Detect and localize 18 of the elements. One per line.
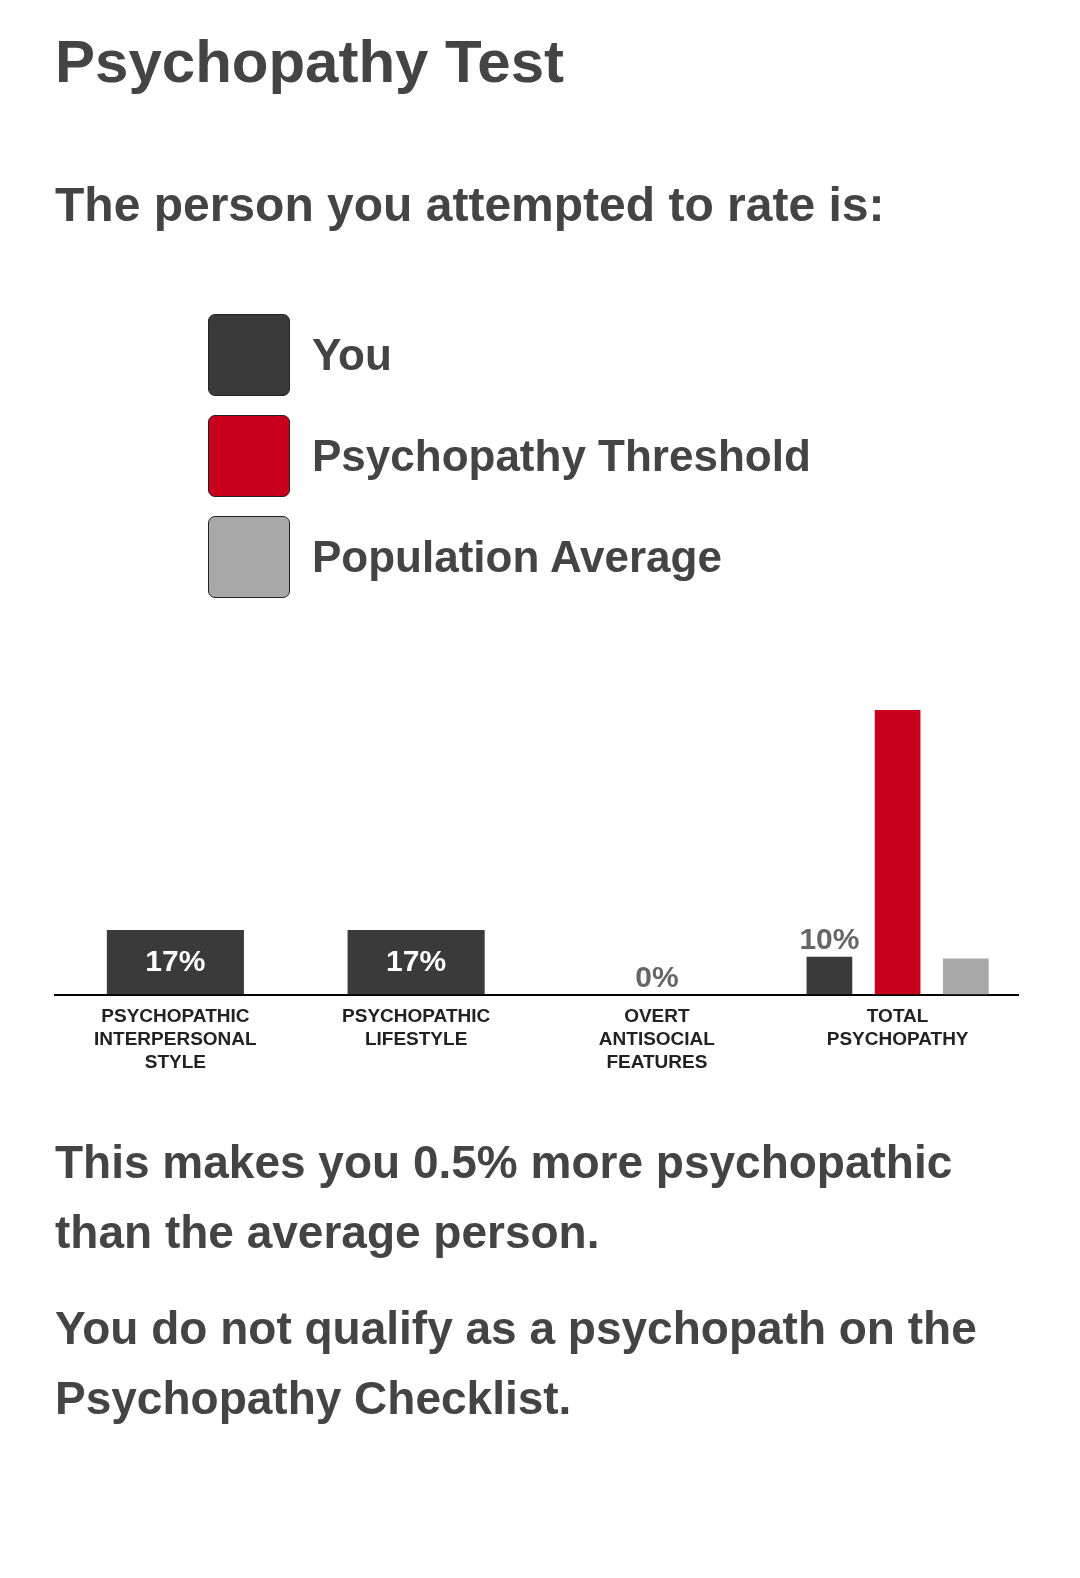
bar [942, 958, 989, 995]
chart-title: Psychopathy Test [54, 27, 566, 97]
text: This makes you 0.5% more psychopathic than the average person. [54, 1135, 954, 1260]
x-tick-label: OVERT ANTISOCIAL FEATURES [598, 1005, 716, 1072]
bar [106, 930, 244, 995]
legend-label: Psychopathy Threshold [312, 430, 811, 481]
legend-label: Population Average [312, 531, 722, 582]
data-label: 17% [145, 943, 206, 977]
x-tick-label: PSYCHOPATHIC INTERPERSONAL STYLE [94, 1005, 258, 1072]
bar [874, 709, 921, 995]
data-label: 17% [386, 943, 447, 977]
data-label: 10% [799, 921, 860, 955]
x-tick-label: TOTAL PSYCHOPATHY [826, 1005, 969, 1050]
legend-label: You [312, 329, 392, 380]
chart-subtitle: The person you attempted to rate is: [54, 177, 886, 233]
text: You do not qualify as a psychopath on the Psychopathy Checklist. [54, 1301, 978, 1426]
x-tick-label: PSYCHOPATHIC LIFESTYLE [342, 1005, 491, 1050]
data-label: 0% [635, 959, 679, 993]
